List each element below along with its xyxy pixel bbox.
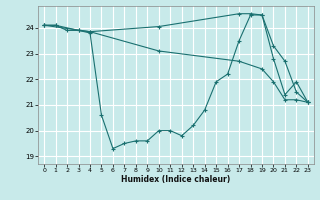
X-axis label: Humidex (Indice chaleur): Humidex (Indice chaleur) <box>121 175 231 184</box>
